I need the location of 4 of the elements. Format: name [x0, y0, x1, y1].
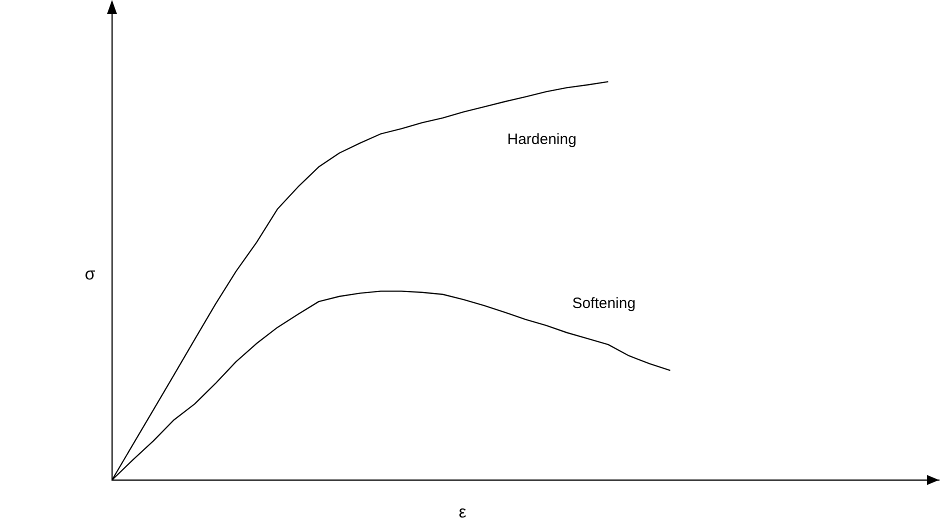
x-axis-title: ε: [458, 502, 467, 522]
y-axis-title: σ: [84, 264, 96, 284]
series-label: Hardening: [507, 130, 576, 148]
series-label: Softening: [572, 294, 636, 312]
